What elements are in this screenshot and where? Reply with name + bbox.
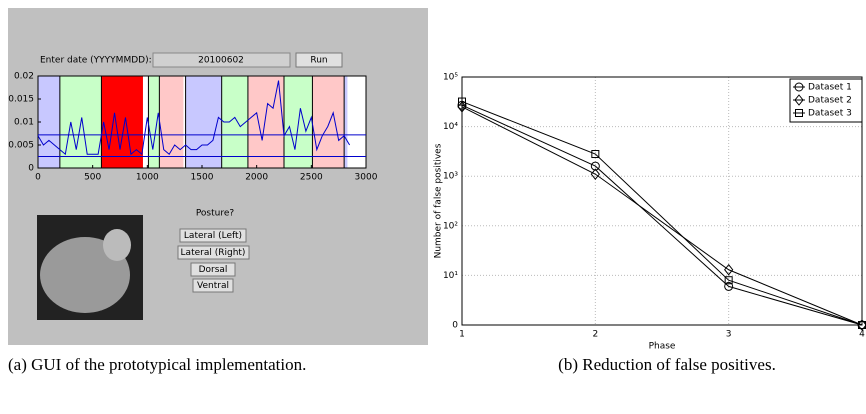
posture-button[interactable] <box>192 278 234 293</box>
y-tick-label: 0 <box>28 164 34 174</box>
posture-button[interactable] <box>177 245 250 260</box>
y-tick-label: 0.02 <box>14 72 34 82</box>
y-axis-label: Number of false positives <box>434 143 444 258</box>
posture-region <box>312 76 345 168</box>
x-tick-label: 1500 <box>191 173 214 183</box>
posture-region <box>38 76 60 168</box>
caption-a: (a) GUI of the prototypical implementati… <box>8 355 307 374</box>
x-tick-label: 500 <box>84 173 101 183</box>
marker <box>590 161 600 171</box>
marker <box>458 97 466 106</box>
x-tick-label: 2000 <box>245 173 268 183</box>
marker <box>591 150 600 159</box>
run-button[interactable] <box>295 52 343 68</box>
series-line <box>461 106 863 326</box>
x-tick-label: 2 <box>592 330 598 340</box>
caption-b: (b) Reduction of false positives. <box>558 355 776 374</box>
y-tick-label: 0.005 <box>8 141 34 151</box>
posture-region <box>159 76 184 168</box>
legend-label: Dataset 2 <box>808 96 852 106</box>
plot-frame <box>37 75 367 169</box>
plot-frame <box>461 76 863 326</box>
posture-label: Ventral <box>197 281 229 291</box>
date-field[interactable] <box>152 52 291 68</box>
y-tick-label: 0 <box>452 321 458 331</box>
y-tick-label: 0.015 <box>8 95 34 105</box>
x-tick-label: 1000 <box>136 173 159 183</box>
posture-button[interactable] <box>179 228 247 243</box>
series-line <box>461 104 863 326</box>
y-tick-label: 10⁵ <box>443 73 458 83</box>
marker <box>724 263 734 276</box>
posture-label: Dorsal <box>199 265 228 275</box>
legend-label: Dataset 3 <box>808 109 852 119</box>
marker <box>857 319 866 331</box>
y-tick-label: 10² <box>443 221 458 231</box>
date-label: Enter date (YYYYMMDD): <box>40 56 152 66</box>
posture-button[interactable] <box>190 262 236 277</box>
legend-marker <box>794 82 804 92</box>
head <box>103 229 131 261</box>
x-axis-label: Phase <box>649 342 676 352</box>
x-tick-label: 0 <box>35 173 41 183</box>
posture-label: Lateral (Right) <box>181 248 246 258</box>
y-tick-label: 10⁴ <box>443 122 458 132</box>
marker <box>724 276 733 285</box>
marker <box>590 168 600 180</box>
posture-region <box>148 76 160 168</box>
y-tick-label: 0.01 <box>14 118 34 128</box>
series-line <box>37 80 351 156</box>
x-tick-label: 1 <box>459 330 465 340</box>
posture-region <box>344 76 348 168</box>
legend-marker <box>795 109 803 117</box>
x-tick-label: 3 <box>726 330 732 340</box>
x-tick-label: 4 <box>859 330 865 340</box>
run-label: Run <box>310 56 327 66</box>
marker <box>724 281 734 291</box>
posture-region <box>101 76 143 168</box>
posture-prompt: Posture? <box>196 209 235 219</box>
legend-marker <box>794 94 804 106</box>
x-tick-label: 3000 <box>355 173 378 183</box>
posture-region <box>247 76 284 168</box>
posture-region <box>185 76 222 168</box>
date-value: 20100602 <box>198 56 244 66</box>
series-line <box>461 101 863 326</box>
legend-label: Dataset 1 <box>808 83 852 93</box>
x-tick-label: 2500 <box>300 173 323 183</box>
posture-label: Lateral (Left) <box>184 231 242 241</box>
y-tick-label: 10³ <box>443 172 458 182</box>
y-tick-label: 10¹ <box>443 271 458 281</box>
